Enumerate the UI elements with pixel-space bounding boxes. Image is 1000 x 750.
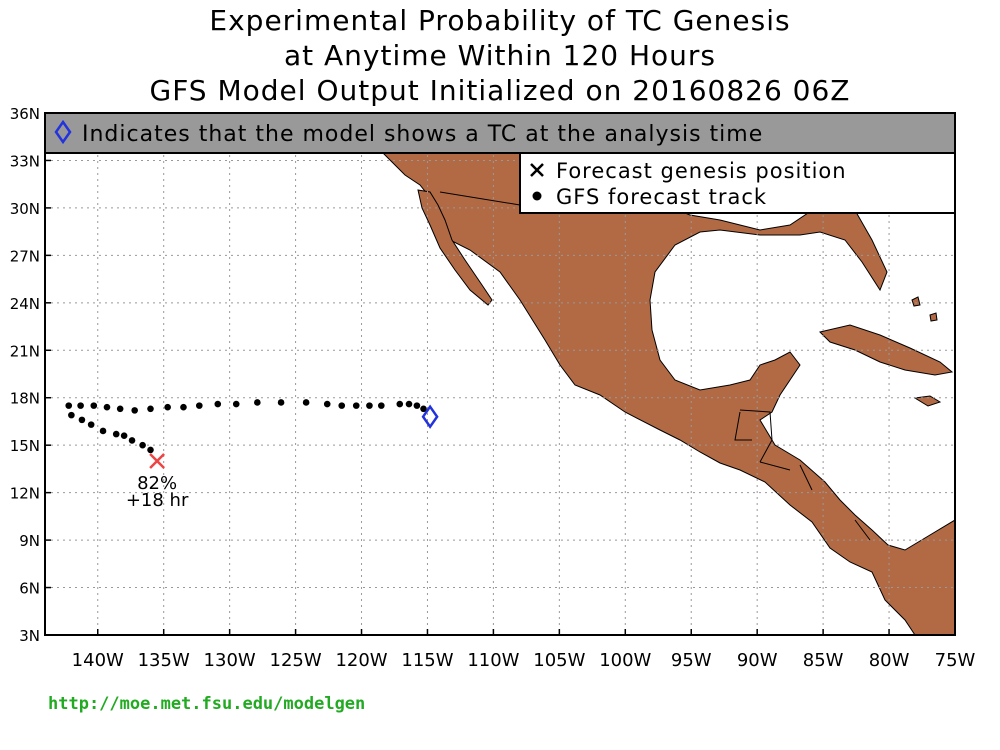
- lat-tick-label: 27N: [10, 247, 40, 265]
- lat-tick-label: 21N: [10, 342, 40, 360]
- track-point: [87, 421, 95, 428]
- lon-tick-label: 105W: [533, 650, 585, 671]
- lon-tick-label: 90W: [737, 650, 778, 671]
- land-jamaica: [913, 395, 942, 407]
- genesis-probability-label: 82%: [137, 473, 177, 494]
- track-point: [147, 446, 154, 454]
- lon-tick-labels: 140W 135W 130W 125W 120W 115W 110W 105W 100W 95W 9…: [72, 629, 976, 671]
- track-point: [396, 400, 404, 408]
- track-point: [196, 402, 203, 409]
- track-point: [338, 402, 346, 409]
- land-group: [378, 149, 955, 635]
- track-point: [254, 399, 261, 406]
- land-bahamas: [911, 296, 938, 322]
- track-point: [323, 400, 331, 408]
- grid-lines: [45, 113, 955, 635]
- track-point: [68, 411, 75, 419]
- analysis-banner: Indicates that the model shows a TC at t…: [44, 112, 956, 154]
- legend: Forecast genesis position GFS forecast t…: [519, 152, 956, 214]
- lon-tick-label: 80W: [869, 650, 910, 671]
- legend-item-genesis: Forecast genesis position: [556, 159, 847, 183]
- dot-icon: [532, 191, 542, 201]
- track-point: [116, 405, 124, 413]
- lat-tick-label: 24N: [10, 295, 40, 313]
- lat-tick-label: 33N: [10, 152, 40, 170]
- track-point: [378, 402, 385, 409]
- track-point: [302, 399, 310, 406]
- banner-text: Indicates that the model shows a TC at t…: [82, 122, 763, 147]
- lat-tick-label: 15N: [10, 437, 40, 455]
- legend-item-track: GFS forecast track: [556, 185, 767, 209]
- genesis-lead-time-label: +18 hr: [126, 490, 189, 511]
- track-point: [413, 402, 421, 409]
- banner-background: [44, 112, 956, 154]
- lon-tick-label: 115W: [401, 650, 453, 671]
- analysis-marker-group: [421, 404, 439, 429]
- lon-tick-label: 95W: [671, 650, 712, 671]
- lon-tick-label: 85W: [803, 650, 844, 671]
- chart-title-line-3: GFS Model Output Initialized on 20160826…: [149, 74, 851, 107]
- track-point: [77, 402, 84, 409]
- genesis-x-marker: [149, 453, 165, 469]
- lon-tick-label: 125W: [270, 650, 322, 671]
- lon-tick-label: 100W: [599, 650, 651, 671]
- track-point: [103, 403, 111, 411]
- source-url[interactable]: http://moe.met.fsu.edu/modelgen: [48, 694, 366, 714]
- track-point: [277, 399, 285, 406]
- land-north-america: [378, 149, 955, 635]
- legend-box: [519, 152, 956, 214]
- track-point: [214, 400, 222, 408]
- lat-tick-label: 36N: [10, 105, 40, 123]
- lat-tick-label: 30N: [10, 200, 40, 218]
- x-mark-icon: [530, 163, 544, 177]
- lon-tick-label: 140W: [72, 650, 124, 671]
- track-point: [405, 400, 413, 408]
- track-point: [90, 402, 98, 409]
- lat-tick-label: 12N: [10, 485, 40, 503]
- track-point: [366, 402, 373, 409]
- track-point: [128, 437, 136, 444]
- track-point: [164, 403, 171, 411]
- lat-tick-label: 6N: [19, 580, 40, 598]
- track-point: [352, 402, 360, 409]
- track-point: [112, 430, 120, 438]
- lon-tick-label: 120W: [335, 650, 387, 671]
- track-point: [99, 427, 107, 435]
- track-point: [65, 402, 73, 409]
- track-point: [147, 405, 154, 413]
- track-point: [420, 405, 427, 413]
- track-point: [139, 441, 146, 449]
- land-baja-california: [417, 189, 493, 306]
- chart-title-line-1: Experimental Probability of TC Genesis: [209, 4, 791, 37]
- genesis-marker-group: [149, 453, 165, 469]
- track-point: [232, 400, 240, 408]
- lon-tick-label: 75W: [935, 650, 976, 671]
- forecast-track: [65, 399, 427, 454]
- lat-tick-label: 3N: [19, 627, 40, 645]
- analysis-diamond-marker: [421, 404, 439, 429]
- diamond-icon: [54, 119, 72, 145]
- track-point: [131, 407, 138, 414]
- lat-tick-labels: 36N 33N 30N 27N 24N 21N 18N 15N 12N 9N 6N 3N: [10, 105, 51, 645]
- lon-tick-label: 135W: [138, 650, 190, 671]
- lat-tick-label: 9N: [19, 532, 40, 550]
- track-point: [120, 432, 128, 439]
- lon-tick-label: 130W: [204, 650, 256, 671]
- lon-tick-label: 110W: [467, 650, 519, 671]
- track-point: [78, 416, 86, 424]
- chart-title-line-2: at Anytime Within 120 Hours: [283, 39, 717, 72]
- lat-tick-label: 18N: [10, 390, 40, 408]
- track-point: [180, 403, 187, 411]
